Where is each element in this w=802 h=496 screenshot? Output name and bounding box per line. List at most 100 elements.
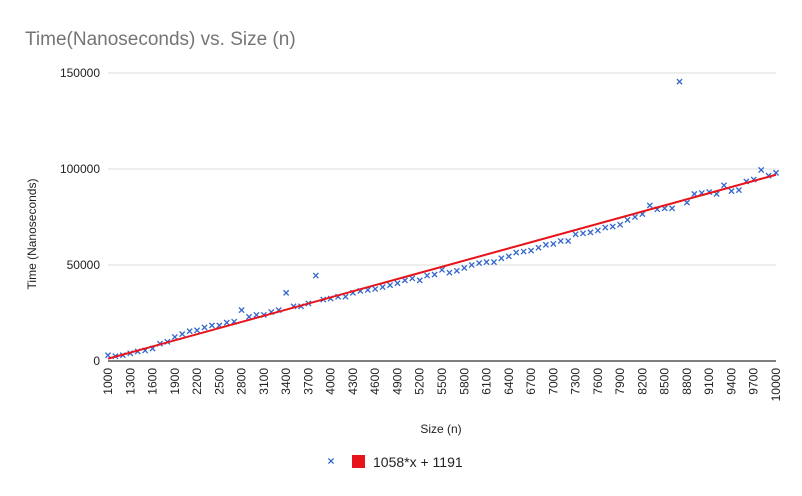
data-point	[201, 324, 208, 331]
x-tick-label: 7600	[591, 368, 605, 395]
data-point	[587, 229, 594, 236]
data-point	[498, 255, 505, 262]
legend-trendline-swatch	[352, 455, 365, 468]
x-tick-label: 4600	[368, 368, 382, 395]
y-tick-label: 50000	[67, 258, 101, 272]
x-tick-label: 3400	[279, 368, 293, 395]
data-point	[394, 280, 401, 287]
data-point	[386, 282, 394, 289]
data-point	[624, 216, 631, 223]
data-point	[758, 166, 765, 174]
x-tick-label: 1300	[123, 368, 137, 395]
x-tick-label: 2200	[190, 368, 204, 395]
x-tick-label: 4000	[324, 368, 338, 395]
x-tick-label: 7900	[613, 368, 627, 395]
data-point	[104, 352, 112, 359]
x-tick-label: 7300	[569, 368, 583, 395]
x-tick-label: 7000	[546, 368, 560, 395]
x-tick-label: 3100	[257, 368, 271, 395]
trendline	[107, 173, 777, 360]
data-point	[520, 248, 527, 255]
data-point	[550, 240, 557, 247]
data-point	[409, 275, 416, 282]
x-tick-label: 8800	[680, 368, 694, 395]
legend-points-icon	[327, 457, 335, 465]
data-point	[416, 277, 423, 284]
x-tick-label: 6700	[524, 368, 538, 395]
data-point	[691, 190, 698, 198]
data-point	[283, 289, 290, 296]
legend-points-marker	[327, 457, 335, 465]
data-point	[171, 333, 178, 341]
x-tick-label: 1600	[146, 368, 160, 395]
data-point	[401, 277, 408, 284]
data-point	[617, 221, 624, 228]
y-tick-label: 0	[93, 354, 100, 368]
data-point	[223, 319, 230, 326]
data-point	[372, 285, 379, 293]
x-tick-label: 2800	[235, 368, 249, 395]
x-axis-label: Size (n)	[420, 422, 461, 436]
x-tick-label: 4300	[346, 368, 360, 395]
x-tick-label: 1900	[168, 368, 182, 395]
data-point	[646, 202, 653, 209]
data-point	[735, 187, 742, 194]
legend-trendline-label: 1058*x + 1191	[373, 454, 463, 470]
data-point	[720, 182, 728, 189]
data-point	[461, 264, 468, 271]
x-tick-label: 9700	[747, 368, 761, 395]
data-point	[631, 213, 639, 221]
data-point	[565, 237, 572, 245]
data-point	[186, 328, 193, 335]
x-tick-label: 9400	[724, 368, 738, 395]
x-tick-label: 9100	[702, 368, 716, 395]
data-point	[424, 272, 431, 279]
data-point	[572, 231, 579, 238]
x-tick-label: 4900	[390, 368, 404, 395]
data-point	[594, 227, 601, 234]
data-point	[194, 327, 201, 334]
data-point	[476, 260, 483, 267]
data-point	[505, 253, 512, 260]
x-tick-label: 8500	[658, 368, 672, 395]
data-point	[208, 322, 215, 329]
data-point	[513, 249, 520, 256]
data-point	[342, 293, 349, 300]
data-point	[312, 272, 319, 279]
data-point	[238, 307, 245, 314]
y-tick-label: 150000	[60, 66, 100, 80]
gridlines	[108, 72, 776, 266]
x-tick-label: 5500	[435, 368, 449, 395]
data-point	[579, 230, 587, 237]
data-point	[728, 188, 735, 195]
x-tick-label: 8200	[635, 368, 649, 395]
data-point	[179, 331, 186, 338]
data-point	[535, 244, 542, 251]
data-point	[602, 224, 609, 231]
data-point	[669, 205, 676, 212]
data-point	[431, 271, 438, 278]
x-axis-ticks: 1000 1300 1600 1900 2200 2500 2800 3100 3400 3700…	[101, 368, 783, 402]
x-tick-label: 10000	[769, 368, 783, 402]
data-point	[557, 237, 564, 245]
x-tick-label: 3700	[301, 368, 315, 395]
x-tick-label: 5200	[413, 368, 427, 395]
y-tick-label: 100000	[60, 162, 100, 176]
y-axis-label: Time (Nanoseconds)	[25, 179, 39, 290]
data-point	[528, 247, 535, 254]
data-point	[609, 223, 616, 230]
y-axis-ticks: 0 50000 100000 150000	[60, 66, 100, 368]
data-point	[542, 241, 549, 248]
data-points	[104, 78, 780, 360]
legend: 1058*x + 1191	[327, 454, 463, 470]
data-point	[483, 259, 490, 266]
data-point	[490, 259, 498, 266]
x-tick-label: 6400	[502, 368, 516, 395]
data-point	[683, 199, 690, 206]
x-tick-label: 1000	[101, 368, 115, 395]
chart-title: Time(Nanoseconds) vs. Size (n)	[25, 29, 296, 50]
data-point	[676, 78, 683, 85]
data-point	[468, 261, 475, 269]
data-point	[446, 269, 453, 276]
